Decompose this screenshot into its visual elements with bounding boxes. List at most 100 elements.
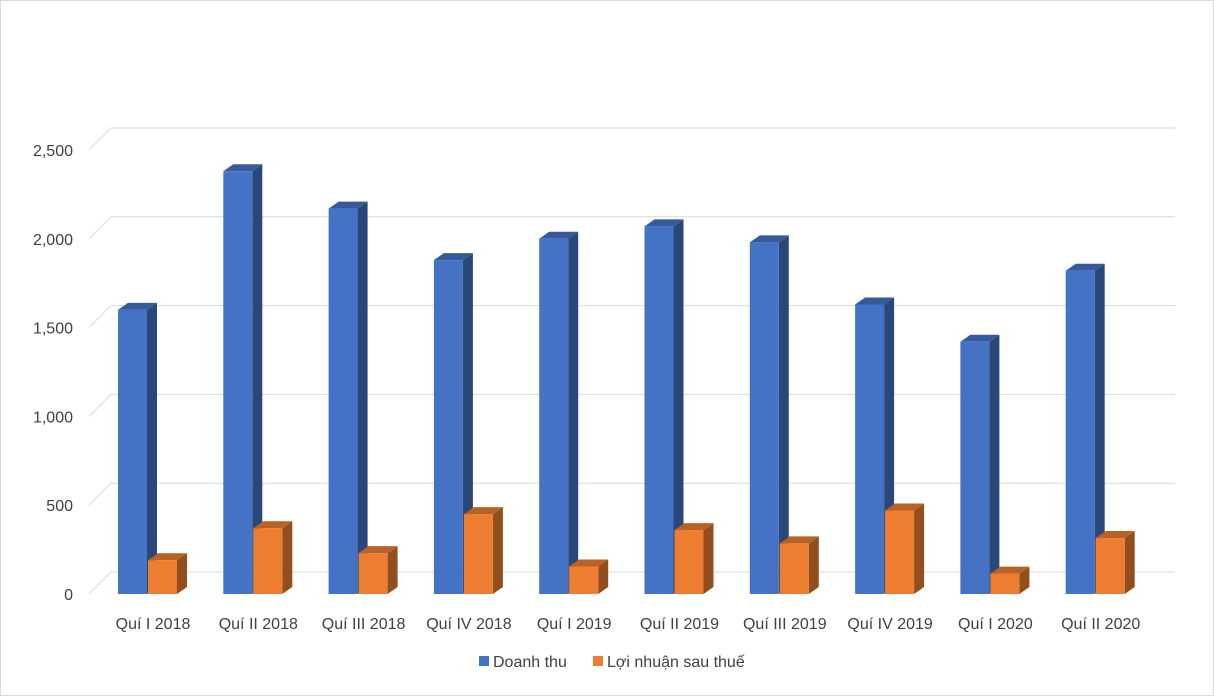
bar-doanh-thu-top: [960, 334, 1000, 342]
bar-loi-nhuan-top: [885, 503, 925, 511]
bar-doanh-thu-side: [1094, 263, 1105, 594]
bar-loi-nhuan-front: [779, 543, 809, 594]
bar-loi-nhuan-top: [358, 546, 398, 554]
gridline: [88, 571, 1175, 595]
bar-loi-nhuan-side: [1124, 531, 1135, 594]
bar-doanh-thu-top: [433, 253, 473, 261]
bar-loi-nhuan-front: [463, 514, 493, 594]
bar-doanh-thu-top: [118, 302, 157, 310]
legend-label-loi-nhuan: Lợi nhuận sau thuế: [607, 654, 745, 671]
legend-swatch-loi-nhuan: [593, 656, 603, 666]
bar-loi-nhuan: [253, 521, 293, 594]
bar-doanh-thu: [960, 334, 1000, 594]
bar-doanh-thu-top: [328, 201, 368, 209]
y-tick-label: 2,500: [33, 143, 73, 160]
bar-doanh-thu-front: [1065, 270, 1095, 594]
bar-doanh-thu: [433, 253, 473, 594]
gridline: [88, 482, 1175, 506]
bar-doanh-thu-side: [673, 219, 684, 595]
bar-doanh-thu-side: [147, 302, 157, 594]
bar-loi-nhuan-side: [703, 523, 714, 594]
bar-loi-nhuan-top: [148, 553, 187, 561]
bar-doanh-thu-side: [778, 235, 789, 595]
x-tick-label: Quí I 2018: [116, 616, 191, 633]
y-axis: 0 500 1,000 1,500 2,000 2,500: [33, 143, 73, 604]
bar-loi-nhuan-side: [1019, 566, 1030, 594]
bar-loi-nhuan: [569, 559, 609, 594]
bar-loi-nhuan-top: [990, 566, 1030, 574]
bar-doanh-thu-side: [989, 334, 1000, 594]
gridline: [88, 216, 1175, 240]
bar-loi-nhuan: [779, 536, 819, 594]
legend: Doanh thu Lợi nhuận sau thuế: [479, 654, 745, 671]
bar-loi-nhuan: [358, 546, 398, 594]
bar-loi-nhuan-top: [779, 536, 819, 544]
bar-loi-nhuan-front: [253, 528, 283, 594]
bar-loi-nhuan-front: [990, 573, 1020, 594]
bar-doanh-thu-front: [118, 309, 147, 594]
x-tick-label: Quí III 2018: [322, 616, 406, 633]
bar-loi-nhuan: [463, 507, 503, 594]
bar-doanh-thu-top: [223, 164, 263, 172]
bar-loi-nhuan-side: [492, 507, 503, 594]
bar-loi-nhuan-side: [914, 503, 925, 594]
bar-doanh-thu-top: [1065, 263, 1105, 271]
bar-loi-nhuan-front: [358, 553, 388, 594]
bar-loi-nhuan-side: [808, 536, 819, 594]
bar-loi-nhuan-front: [885, 510, 915, 594]
bar-doanh-thu-top: [749, 235, 789, 243]
bar-doanh-thu-front: [749, 242, 779, 595]
bar-loi-nhuan-side: [387, 546, 398, 594]
x-tick-label: Quí IV 2019: [847, 616, 932, 633]
bar-doanh-thu-top: [539, 231, 579, 239]
bar-loi-nhuan-front: [569, 566, 599, 594]
bar-doanh-thu: [223, 164, 263, 594]
bar-doanh-thu-front: [539, 238, 569, 595]
bar-doanh-thu: [1065, 263, 1105, 594]
bar-loi-nhuan: [148, 553, 187, 594]
y-tick-label: 0: [64, 587, 73, 604]
gridlines: [88, 127, 1175, 595]
bar-loi-nhuan-side: [282, 521, 293, 594]
x-tick-label: Quí II 2020: [1061, 616, 1140, 633]
bar-loi-nhuan: [885, 503, 925, 594]
gridline: [88, 393, 1175, 417]
bar-loi-nhuan-front: [674, 530, 704, 594]
bar-doanh-thu-side: [357, 201, 368, 594]
gridline: [88, 305, 1175, 328]
bar-loi-nhuan-side: [177, 553, 187, 594]
bar-doanh-thu-top: [644, 219, 684, 227]
x-tick-label: Quí III 2019: [743, 616, 827, 633]
bar-doanh-thu-front: [223, 171, 253, 594]
bar-doanh-thu: [644, 219, 684, 595]
bar-loi-nhuan-top: [569, 559, 609, 567]
bar-loi-nhuan-top: [463, 507, 503, 515]
legend-swatch-doanh-thu: [479, 656, 489, 666]
bar-loi-nhuan-side: [598, 559, 609, 594]
bar-doanh-thu-side: [252, 164, 263, 594]
x-tick-label: Quí II 2019: [640, 616, 719, 633]
gridline: [88, 127, 1175, 151]
bar-loi-nhuan-top: [253, 521, 293, 529]
x-axis: Quí I 2018 Quí II 2018 Quí III 2018 Quí IV …: [116, 616, 1141, 633]
bar-doanh-thu: [749, 235, 789, 595]
bar-loi-nhuan-front: [1095, 538, 1125, 594]
y-tick-label: 1,500: [33, 321, 73, 338]
bar-doanh-thu-front: [960, 341, 990, 594]
bar-loi-nhuan-top: [674, 523, 714, 531]
x-tick-label: Quí I 2019: [537, 616, 612, 633]
y-tick-label: 2,000: [33, 232, 73, 249]
bar-loi-nhuan: [674, 523, 714, 594]
legend-label-doanh-thu: Doanh thu: [493, 654, 567, 671]
bar-doanh-thu-front: [855, 304, 885, 594]
bar-doanh-thu-side: [462, 253, 473, 594]
x-tick-label: Quí II 2018: [219, 616, 298, 633]
bar-doanh-thu: [328, 201, 368, 594]
bar-doanh-thu-front: [328, 208, 358, 594]
bar-loi-nhuan: [1095, 531, 1135, 594]
bar-loi-nhuan-front: [148, 560, 177, 594]
y-tick-label: 500: [46, 498, 73, 515]
bar-doanh-thu: [539, 231, 579, 595]
